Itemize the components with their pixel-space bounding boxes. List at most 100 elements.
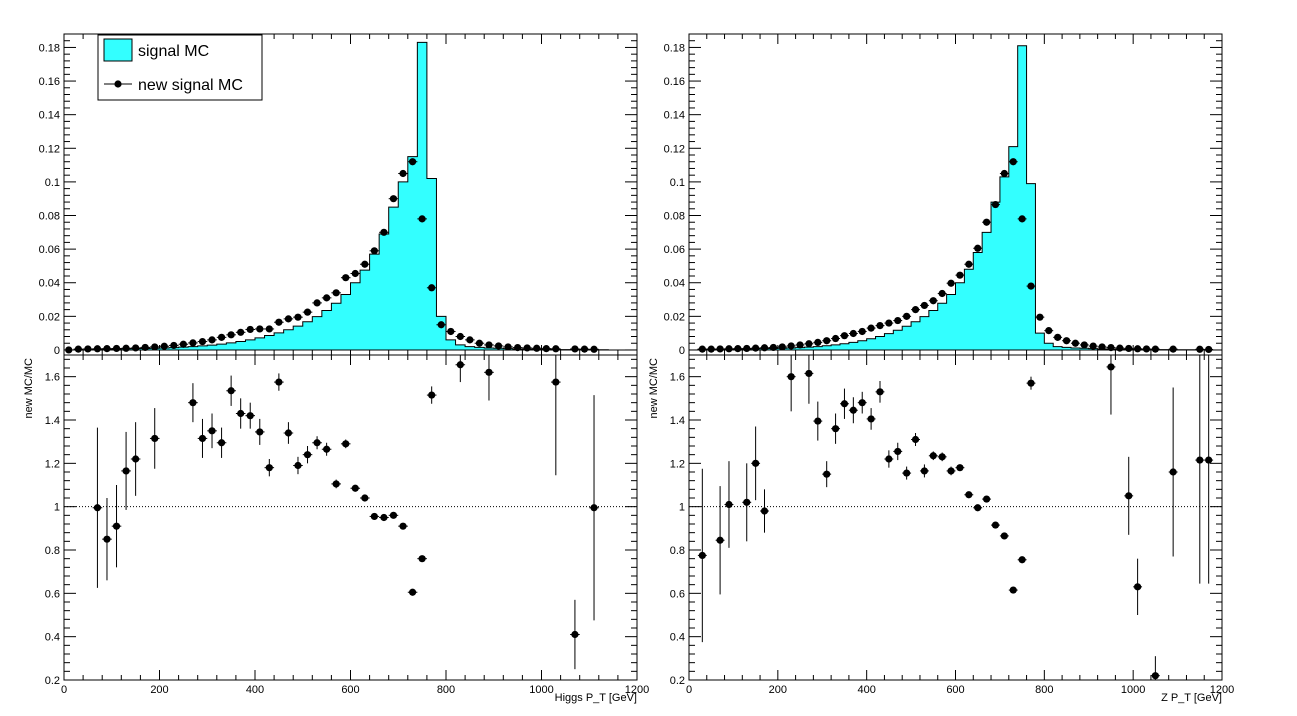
legend-label-new-signal-mc: new signal MC <box>138 77 243 94</box>
new-signal-mc-point <box>769 343 777 352</box>
new-signal-mc-point <box>1062 337 1071 345</box>
y-tick-label: 0.16 <box>664 76 685 88</box>
new-signal-mc-point <box>858 327 866 336</box>
new-signal-mc-point <box>752 344 760 352</box>
new-signal-mc-point <box>1098 343 1106 351</box>
new-signal-mc-point <box>1054 333 1062 341</box>
y-tick-label: 0.08 <box>664 211 685 223</box>
x-tick-label: 600 <box>946 684 964 696</box>
new-signal-mc-point <box>778 343 786 351</box>
y-tick-label: 0.8 <box>45 545 60 557</box>
new-signal-mc-point <box>93 345 102 353</box>
ratio-point <box>93 504 102 512</box>
new-signal-mc-point <box>504 343 512 351</box>
new-signal-mc-point <box>938 289 946 298</box>
new-signal-mc-point <box>132 344 140 352</box>
y-tick-label: 0.14 <box>664 110 685 122</box>
new-signal-mc-point <box>141 343 149 352</box>
new-signal-mc-point <box>571 345 579 353</box>
ratio-point <box>294 461 302 470</box>
new-signal-mc-point <box>275 318 283 326</box>
new-signal-mc-point <box>122 344 130 352</box>
ratio-point <box>858 399 866 407</box>
new-signal-mc-point <box>1205 345 1213 354</box>
x-tick-label: 800 <box>437 684 455 696</box>
y-tick-label: 0.8 <box>670 545 685 557</box>
new-signal-mc-point <box>361 260 369 268</box>
y-tick-label: 0.14 <box>39 110 60 122</box>
y-tick-label: 0 <box>54 345 60 357</box>
y-tick-label: 1.2 <box>45 458 60 470</box>
new-signal-mc-point <box>1089 342 1097 350</box>
x-tick-label: 400 <box>246 684 264 696</box>
new-signal-mc-point <box>1009 158 1017 166</box>
signal-mc-histogram <box>64 41 637 351</box>
new-signal-mc-point <box>814 338 822 346</box>
new-signal-mc-point <box>698 345 706 353</box>
ratio-point <box>752 459 760 467</box>
new-signal-mc-point <box>734 345 742 353</box>
ratio-point <box>256 428 264 436</box>
ratio-point <box>876 388 884 396</box>
x-tick-label: 200 <box>150 684 168 696</box>
new-signal-mc-point <box>494 342 503 350</box>
new-signal-mc-point <box>466 336 474 344</box>
new-signal-mc-point <box>151 343 159 351</box>
ratio-point <box>361 494 369 502</box>
y-tick-label: 0.2 <box>45 675 60 687</box>
new-signal-mc-point <box>485 341 493 349</box>
new-signal-mc-point <box>840 332 849 340</box>
new-signal-mc-point <box>246 325 254 334</box>
new-signal-mc-point <box>418 215 426 223</box>
ratio-point <box>956 464 964 472</box>
new-signal-mc-point <box>198 337 207 346</box>
y-tick-label: 1 <box>54 502 60 514</box>
new-signal-mc-point <box>894 316 902 325</box>
x-tick-label: 1000 <box>1121 684 1145 696</box>
ratio-point <box>456 361 464 369</box>
new-signal-mc-point <box>332 289 340 297</box>
new-signal-mc-point <box>947 279 955 287</box>
y-tick-label: 0.2 <box>670 675 685 687</box>
new-signal-mc-point <box>716 345 724 353</box>
x-tick-label: 1000 <box>529 684 553 696</box>
legend: signal MC new signal MC <box>97 34 263 101</box>
ratio-point <box>1125 492 1133 500</box>
x-tick-label: 800 <box>1035 684 1053 696</box>
legend-marker-new-signal-mc <box>114 80 122 88</box>
ratio-point <box>418 555 426 563</box>
ratio-point <box>198 434 207 443</box>
ratio-point <box>227 387 235 395</box>
legend-swatch-signal-mc <box>103 38 133 62</box>
ratio-point <box>1205 456 1213 464</box>
ratio-point <box>831 425 840 433</box>
new-signal-mc-point <box>170 341 178 350</box>
right-bottom-ratio-panel: 0 200 400 600 800 1000 1200 0.2 0.4 0.6 0.8 1 1.2 1.4… <box>648 354 1234 704</box>
ratio-point <box>485 368 493 376</box>
new-signal-mc-point <box>743 344 751 353</box>
ratio-point <box>246 412 254 420</box>
new-signal-mc-point <box>533 344 541 352</box>
ratio-point <box>920 467 929 475</box>
new-signal-mc-point <box>237 328 245 336</box>
y-tick-label: 0 <box>679 345 685 357</box>
x-axis-title: Z P_T [GeV] <box>1161 692 1222 704</box>
new-signal-mc-point <box>831 334 840 343</box>
ratio-point <box>132 455 140 463</box>
y-tick-label: 0.6 <box>45 588 60 600</box>
new-signal-mc-point <box>447 327 455 336</box>
new-signal-mc-point <box>303 308 312 316</box>
ratio-point <box>1027 379 1035 387</box>
new-signal-mc-point <box>920 301 929 310</box>
y-tick-label: 0.12 <box>664 143 685 155</box>
new-signal-mc-point <box>552 345 560 353</box>
ratio-point <box>947 467 955 475</box>
ratio-point <box>217 439 226 447</box>
ratio-point <box>938 453 946 461</box>
new-signal-mc-point <box>991 200 1000 209</box>
ratio-point <box>885 455 893 463</box>
new-signal-mc-point <box>823 337 831 345</box>
ratio-point <box>814 417 822 425</box>
y-tick-label: 0.18 <box>39 42 60 54</box>
